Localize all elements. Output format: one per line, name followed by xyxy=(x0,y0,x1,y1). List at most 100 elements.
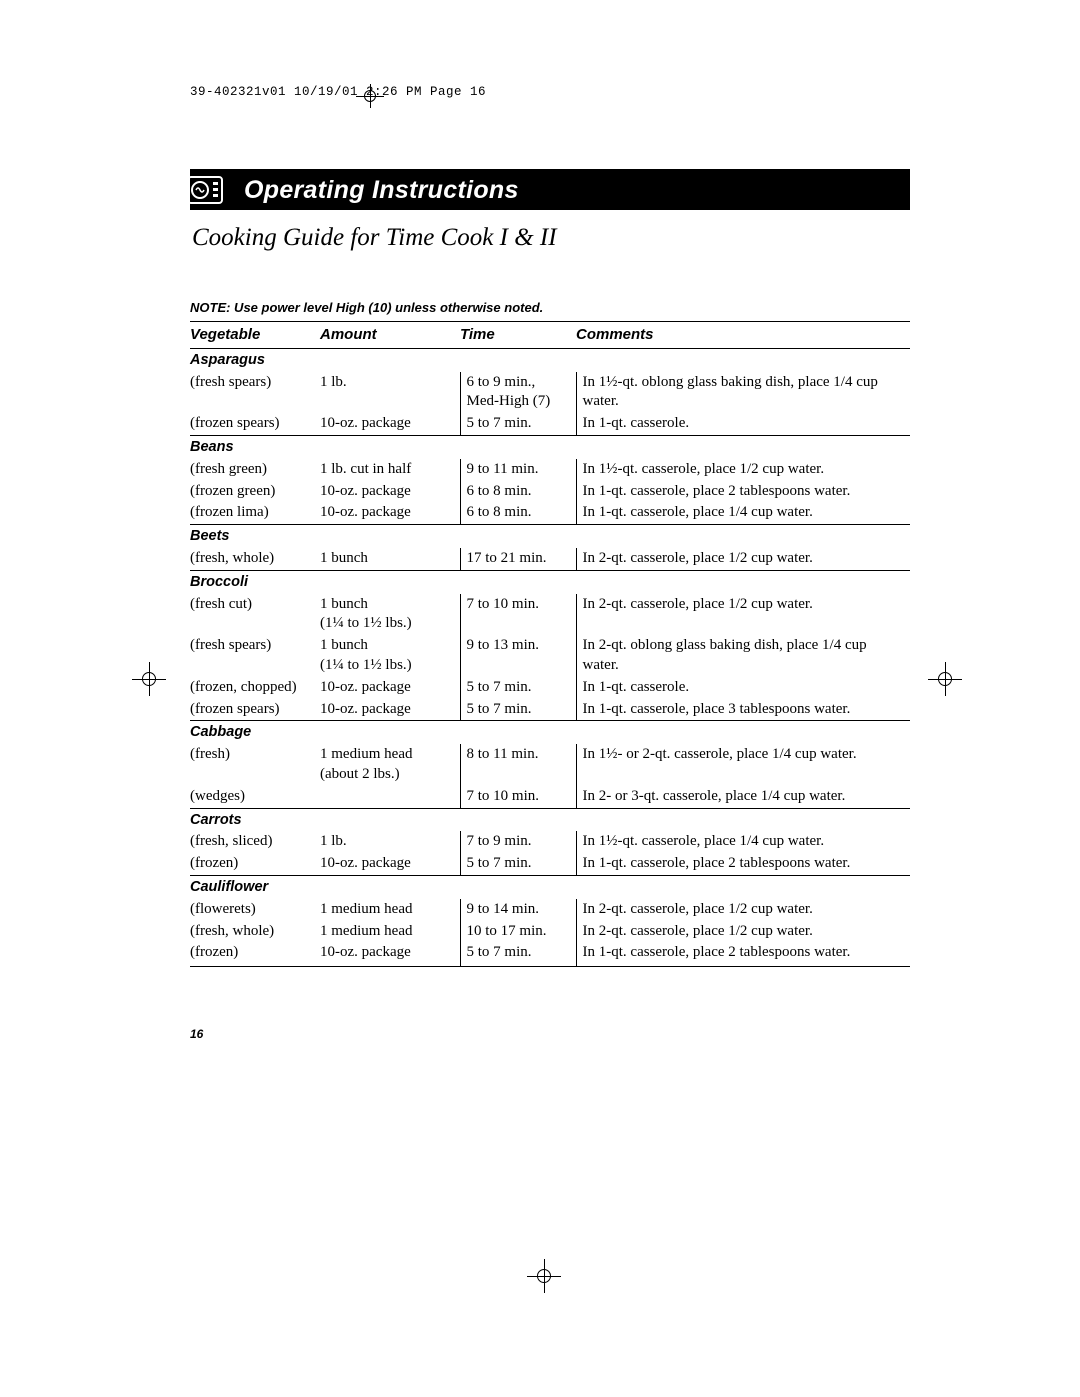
cell-amount: 10-oz. package xyxy=(320,502,460,524)
cell-vegetable: (fresh green) xyxy=(190,459,320,481)
table-row: (wedges)7 to 10 min.In 2- or 3-qt. casse… xyxy=(190,786,910,808)
cell-time: 5 to 7 min. xyxy=(460,853,576,875)
registration-mark-right xyxy=(926,660,966,700)
category-row: Asparagus xyxy=(190,348,910,371)
cell-vegetable: (frozen green) xyxy=(190,481,320,503)
cell-comments: In 1½-qt. casserole, place 1/4 cup water… xyxy=(576,831,910,853)
page-subtitle: Cooking Guide for Time Cook I & II xyxy=(192,224,910,252)
col-header-amount: Amount xyxy=(320,322,460,349)
cell-vegetable: (frozen spears) xyxy=(190,413,320,435)
table-row: (frozen)10-oz. package5 to 7 min.In 1-qt… xyxy=(190,853,910,875)
cell-time: 7 to 9 min. xyxy=(460,831,576,853)
cell-amount: 1 lb. xyxy=(320,372,460,414)
category-label: Carrots xyxy=(190,808,910,831)
cell-amount: 1 lb. xyxy=(320,831,460,853)
cell-comments: In 2-qt. casserole, place 1/2 cup water. xyxy=(576,594,910,636)
cell-time: 10 to 17 min. xyxy=(460,921,576,943)
cell-vegetable: (flowerets) xyxy=(190,899,320,921)
cell-comments: In 1½- or 2-qt. casserole, place 1/4 cup… xyxy=(576,744,910,786)
cell-comments: In 2-qt. casserole, place 1/2 cup water. xyxy=(576,899,910,921)
cell-time: 9 to 13 min. xyxy=(460,635,576,677)
cell-comments: In 2-qt. oblong glass baking dish, place… xyxy=(576,635,910,677)
cell-amount: 1 lb. cut in half xyxy=(320,459,460,481)
cell-time: 6 to 8 min. xyxy=(460,481,576,503)
print-job-header: 39-402321v01 10/19/01 2:26 PM Page 16 xyxy=(190,85,910,99)
cell-vegetable: (fresh, whole) xyxy=(190,921,320,943)
registration-mark-bottom xyxy=(525,1257,565,1297)
table-row: (frozen green)10-oz. package6 to 8 min.I… xyxy=(190,481,910,503)
cooking-guide-table: Vegetable Amount Time Comments Asparagus… xyxy=(190,321,910,967)
col-header-comments: Comments xyxy=(576,322,910,349)
cell-vegetable: (fresh spears) xyxy=(190,635,320,677)
cell-vegetable: (fresh spears) xyxy=(190,372,320,414)
cell-vegetable: (fresh, whole) xyxy=(190,548,320,570)
cell-amount: 1 bunch(1¼ to 1½ lbs.) xyxy=(320,594,460,636)
cell-comments: In 2- or 3-qt. casserole, place 1/4 cup … xyxy=(576,786,910,808)
table-header-row: Vegetable Amount Time Comments xyxy=(190,322,910,349)
power-level-note: NOTE: Use power level High (10) unless o… xyxy=(190,300,910,315)
category-label: Asparagus xyxy=(190,348,910,371)
cell-time: 5 to 7 min. xyxy=(460,699,576,721)
category-label: Beans xyxy=(190,435,910,458)
registration-mark-left xyxy=(130,660,170,700)
cell-comments: In 1½-qt. oblong glass baking dish, plac… xyxy=(576,372,910,414)
cell-vegetable: (frozen, chopped) xyxy=(190,677,320,699)
cell-comments: In 1-qt. casserole. xyxy=(576,413,910,435)
microwave-icon xyxy=(184,174,226,206)
cell-comments: In 1½-qt. casserole, place 1/2 cup water… xyxy=(576,459,910,481)
cell-time: 17 to 21 min. xyxy=(460,548,576,570)
cell-time: 5 to 7 min. xyxy=(460,413,576,435)
cell-comments: In 1-qt. casserole, place 2 tablespoons … xyxy=(576,481,910,503)
cell-amount: 10-oz. package xyxy=(320,481,460,503)
cell-amount: 1 bunch(1¼ to 1½ lbs.) xyxy=(320,635,460,677)
cell-amount: 1 medium head xyxy=(320,899,460,921)
table-row: (fresh cut)1 bunch(1¼ to 1½ lbs.)7 to 10… xyxy=(190,594,910,636)
table-row: (frozen lima)10-oz. package6 to 8 min.In… xyxy=(190,502,910,524)
category-label: Cabbage xyxy=(190,721,910,744)
table-row: (fresh, whole)1 medium head10 to 17 min.… xyxy=(190,921,910,943)
cell-comments: In 1-qt. casserole, place 1/4 cup water. xyxy=(576,502,910,524)
cell-time: 5 to 7 min. xyxy=(460,677,576,699)
page-content: 39-402321v01 10/19/01 2:26 PM Page 16 Op… xyxy=(190,85,910,1041)
cell-amount: 1 medium head xyxy=(320,921,460,943)
category-row: Broccoli xyxy=(190,570,910,593)
category-row: Cauliflower xyxy=(190,875,910,898)
page-number: 16 xyxy=(190,1027,910,1041)
cell-time: 7 to 10 min. xyxy=(460,594,576,636)
table-row: (fresh green)1 lb. cut in half9 to 11 mi… xyxy=(190,459,910,481)
cell-vegetable: (fresh, sliced) xyxy=(190,831,320,853)
col-header-vegetable: Vegetable xyxy=(190,322,320,349)
table-row: (frozen spears)10-oz. package5 to 7 min.… xyxy=(190,699,910,721)
cell-comments: In 1-qt. casserole. xyxy=(576,677,910,699)
category-label: Beets xyxy=(190,525,910,548)
category-row: Beets xyxy=(190,525,910,548)
table-row: (fresh spears)1 bunch(1¼ to 1½ lbs.)9 to… xyxy=(190,635,910,677)
cell-vegetable: (frozen lima) xyxy=(190,502,320,524)
col-header-time: Time xyxy=(460,322,576,349)
cell-comments: In 1-qt. casserole, place 2 tablespoons … xyxy=(576,853,910,875)
cell-amount xyxy=(320,786,460,808)
table-row: (flowerets)1 medium head9 to 14 min.In 2… xyxy=(190,899,910,921)
cell-vegetable: (frozen) xyxy=(190,853,320,875)
category-label: Broccoli xyxy=(190,570,910,593)
cell-vegetable: (fresh) xyxy=(190,744,320,786)
cell-vegetable: (fresh cut) xyxy=(190,594,320,636)
cell-amount: 1 bunch xyxy=(320,548,460,570)
section-title: Operating Instructions xyxy=(244,176,519,205)
cell-amount: 10-oz. package xyxy=(320,853,460,875)
cell-vegetable: (wedges) xyxy=(190,786,320,808)
cell-time: 9 to 11 min. xyxy=(460,459,576,481)
category-row: Beans xyxy=(190,435,910,458)
category-label: Cauliflower xyxy=(190,875,910,898)
cell-comments: In 2-qt. casserole, place 1/2 cup water. xyxy=(576,921,910,943)
category-row: Cabbage xyxy=(190,721,910,744)
cell-amount: 10-oz. package xyxy=(320,699,460,721)
cell-time: 5 to 7 min. xyxy=(460,942,576,966)
cell-time: 6 to 9 min., Med-High (7) xyxy=(460,372,576,414)
cell-comments: In 1-qt. casserole, place 3 tablespoons … xyxy=(576,699,910,721)
cell-amount: 1 medium head (about 2 lbs.) xyxy=(320,744,460,786)
cell-time: 8 to 11 min. xyxy=(460,744,576,786)
section-heading-bar: Operating Instructions xyxy=(190,169,910,210)
table-row: (fresh, whole)1 bunch17 to 21 min.In 2-q… xyxy=(190,548,910,570)
table-row: (frozen spears)10-oz. package5 to 7 min.… xyxy=(190,413,910,435)
